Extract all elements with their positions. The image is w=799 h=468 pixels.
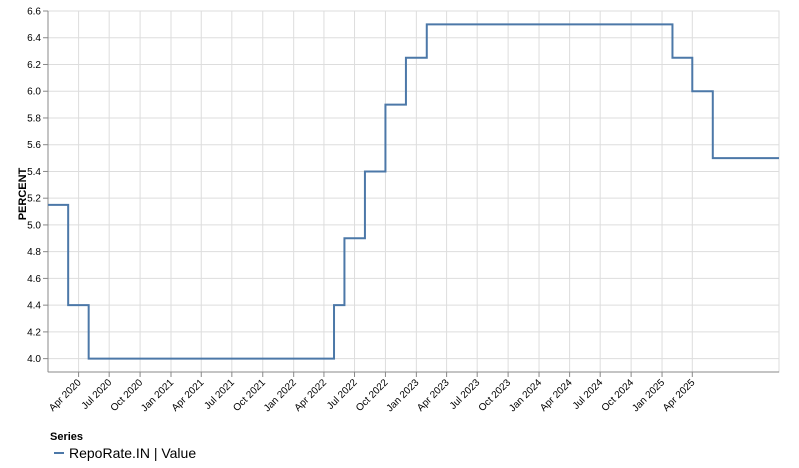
x-tick-label: Apr 2022 (293, 377, 330, 414)
y-tick-label: 4.6 (27, 274, 41, 285)
y-tick-label: 6.0 (27, 87, 41, 98)
x-tick-label: Apr 2024 (538, 377, 575, 414)
x-tick-label: Jan 2023 (385, 377, 422, 414)
x-tick-label: Apr 2020 (47, 377, 84, 414)
series-lines (48, 23, 779, 360)
y-tick-label: 5.6 (27, 140, 41, 151)
grid-lines (47, 10, 780, 373)
y-tick-label: 4.2 (27, 327, 41, 338)
y-tick-label: 6.2 (27, 60, 41, 71)
x-tick-label: Apr 2023 (415, 377, 452, 414)
x-tick-label: Jan 2025 (630, 377, 667, 414)
x-tick-label: Jan 2021 (139, 377, 176, 414)
legend: Series RepoRate.IN | Value (50, 431, 196, 461)
y-tick-label: 5.2 (27, 194, 41, 205)
y-tick-label: 5.4 (27, 167, 41, 178)
series-line (48, 23, 779, 360)
y-tick-label: 4.4 (27, 301, 41, 312)
x-tick-label: Jan 2022 (262, 377, 299, 414)
y-tick-label: 5.8 (27, 113, 41, 124)
y-tick-label: 6.4 (27, 33, 41, 44)
y-tick-label: 4.8 (27, 247, 41, 258)
y-tick-label: 6.6 (27, 7, 41, 18)
plot-frame (47, 10, 780, 373)
x-tick-label: Jan 2024 (507, 377, 544, 414)
legend-label: RepoRate.IN | Value (69, 445, 196, 461)
x-tick-label: Apr 2025 (661, 377, 698, 414)
y-tick-label: 5.0 (27, 220, 41, 231)
x-tick-label: Apr 2021 (170, 377, 207, 414)
y-axis-title: PERCENT (17, 167, 29, 220)
y-tick-label: 4.0 (27, 354, 41, 365)
legend-title: Series (50, 431, 83, 443)
